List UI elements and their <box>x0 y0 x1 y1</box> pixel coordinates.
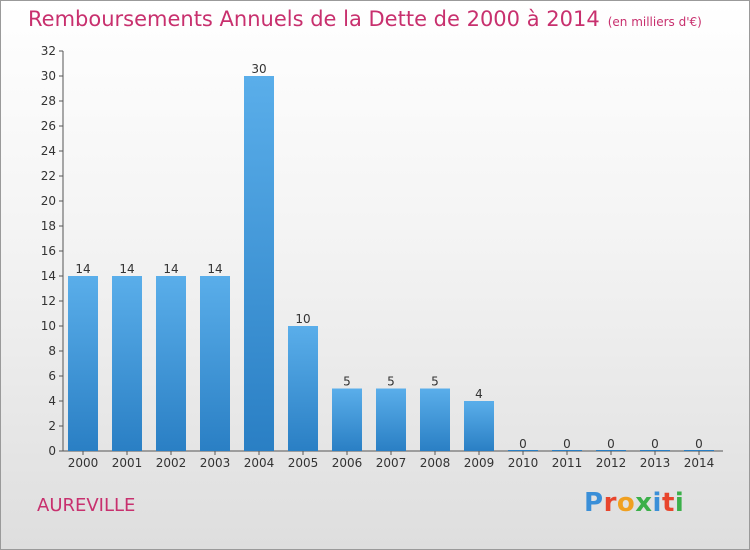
y-tick-label: 10 <box>41 319 56 333</box>
title-row: Remboursements Annuels de la Dette de 20… <box>28 7 702 31</box>
logo-letter: t <box>661 488 675 518</box>
bar-2004 <box>244 76 274 451</box>
y-tick-label: 16 <box>41 244 56 258</box>
commune-name: AUREVILLE <box>37 495 136 516</box>
x-tick-label: 2009 <box>464 456 495 470</box>
bars <box>68 76 714 451</box>
y-tick-label: 4 <box>48 394 56 408</box>
data-label-2009: 4 <box>475 387 483 401</box>
x-tick-label: 2011 <box>552 456 583 470</box>
data-label-2001: 14 <box>119 262 134 276</box>
y-tick-label: 20 <box>41 194 56 208</box>
data-label-2010: 0 <box>519 437 527 451</box>
y-tick-label: 24 <box>41 144 56 158</box>
bar-2001 <box>112 276 142 451</box>
x-tick-label: 2014 <box>684 456 715 470</box>
chart-unit: (en milliers d'€) <box>607 15 702 29</box>
x-tick-label: 2008 <box>420 456 451 470</box>
data-label-2008: 5 <box>431 375 439 389</box>
bar-2000 <box>68 276 98 451</box>
logo-letter: i <box>652 488 662 518</box>
bar-2011 <box>552 450 582 451</box>
bar-2012 <box>596 450 626 451</box>
bar-2006 <box>332 388 362 451</box>
y-tick-label: 32 <box>41 44 56 58</box>
chart-title: Remboursements Annuels de la Dette de 20… <box>28 7 600 31</box>
x-tick-label: 2002 <box>156 456 187 470</box>
data-label-2014: 0 <box>695 437 703 451</box>
x-tick-label: 2005 <box>288 456 319 470</box>
bar-2013 <box>640 450 670 451</box>
bar-2014 <box>684 450 714 451</box>
y-tick-label: 14 <box>41 269 56 283</box>
bar-2008 <box>420 388 450 451</box>
data-label-2007: 5 <box>387 375 395 389</box>
bar-2005 <box>288 326 318 451</box>
bar-2010 <box>508 450 538 451</box>
x-tick-label: 2000 <box>68 456 99 470</box>
y-tick-label: 8 <box>48 344 56 358</box>
x-tick-label: 2013 <box>640 456 671 470</box>
data-label-2011: 0 <box>563 437 571 451</box>
data-label-2006: 5 <box>343 375 351 389</box>
bar-2007 <box>376 388 406 451</box>
logo-letter: o <box>616 488 636 518</box>
data-label-2002: 14 <box>163 262 178 276</box>
x-tick-label: 2001 <box>112 456 143 470</box>
data-labels: 14 14 14 14 30 10 5 5 5 4 0 0 0 0 0 <box>75 62 702 451</box>
data-label-2012: 0 <box>607 437 615 451</box>
y-tick-label: 12 <box>41 294 56 308</box>
y-tick-label: 6 <box>48 369 56 383</box>
y-tick-label: 22 <box>41 169 56 183</box>
logo-letter: r <box>603 488 617 518</box>
y-tick-label: 30 <box>41 69 56 83</box>
x-tick-label: 2004 <box>244 456 275 470</box>
x-tick-label: 2007 <box>376 456 407 470</box>
data-label-2004: 30 <box>251 62 266 76</box>
x-tick-label: 2010 <box>508 456 539 470</box>
x-tick-label: 2003 <box>200 456 231 470</box>
logo-letter: x <box>635 488 653 518</box>
data-label-2005: 10 <box>295 312 310 326</box>
y-tick-label: 0 <box>48 444 56 458</box>
y-tick-label: 18 <box>41 219 56 233</box>
y-tick-label: 28 <box>41 94 56 108</box>
data-label-2003: 14 <box>207 262 222 276</box>
data-label-2000: 14 <box>75 262 90 276</box>
y-tick-label: 26 <box>41 119 56 133</box>
logo-letter: P <box>584 488 604 518</box>
x-tick-label: 2006 <box>332 456 363 470</box>
bar-2002 <box>156 276 186 451</box>
proxiti-logo[interactable]: Proxiti <box>584 488 684 518</box>
y-tick-label: 2 <box>48 419 56 433</box>
logo-letter: i <box>674 488 685 518</box>
data-label-2013: 0 <box>651 437 659 451</box>
x-tick-label: 2012 <box>596 456 627 470</box>
bar-2009 <box>464 401 494 451</box>
bar-2003 <box>200 276 230 451</box>
